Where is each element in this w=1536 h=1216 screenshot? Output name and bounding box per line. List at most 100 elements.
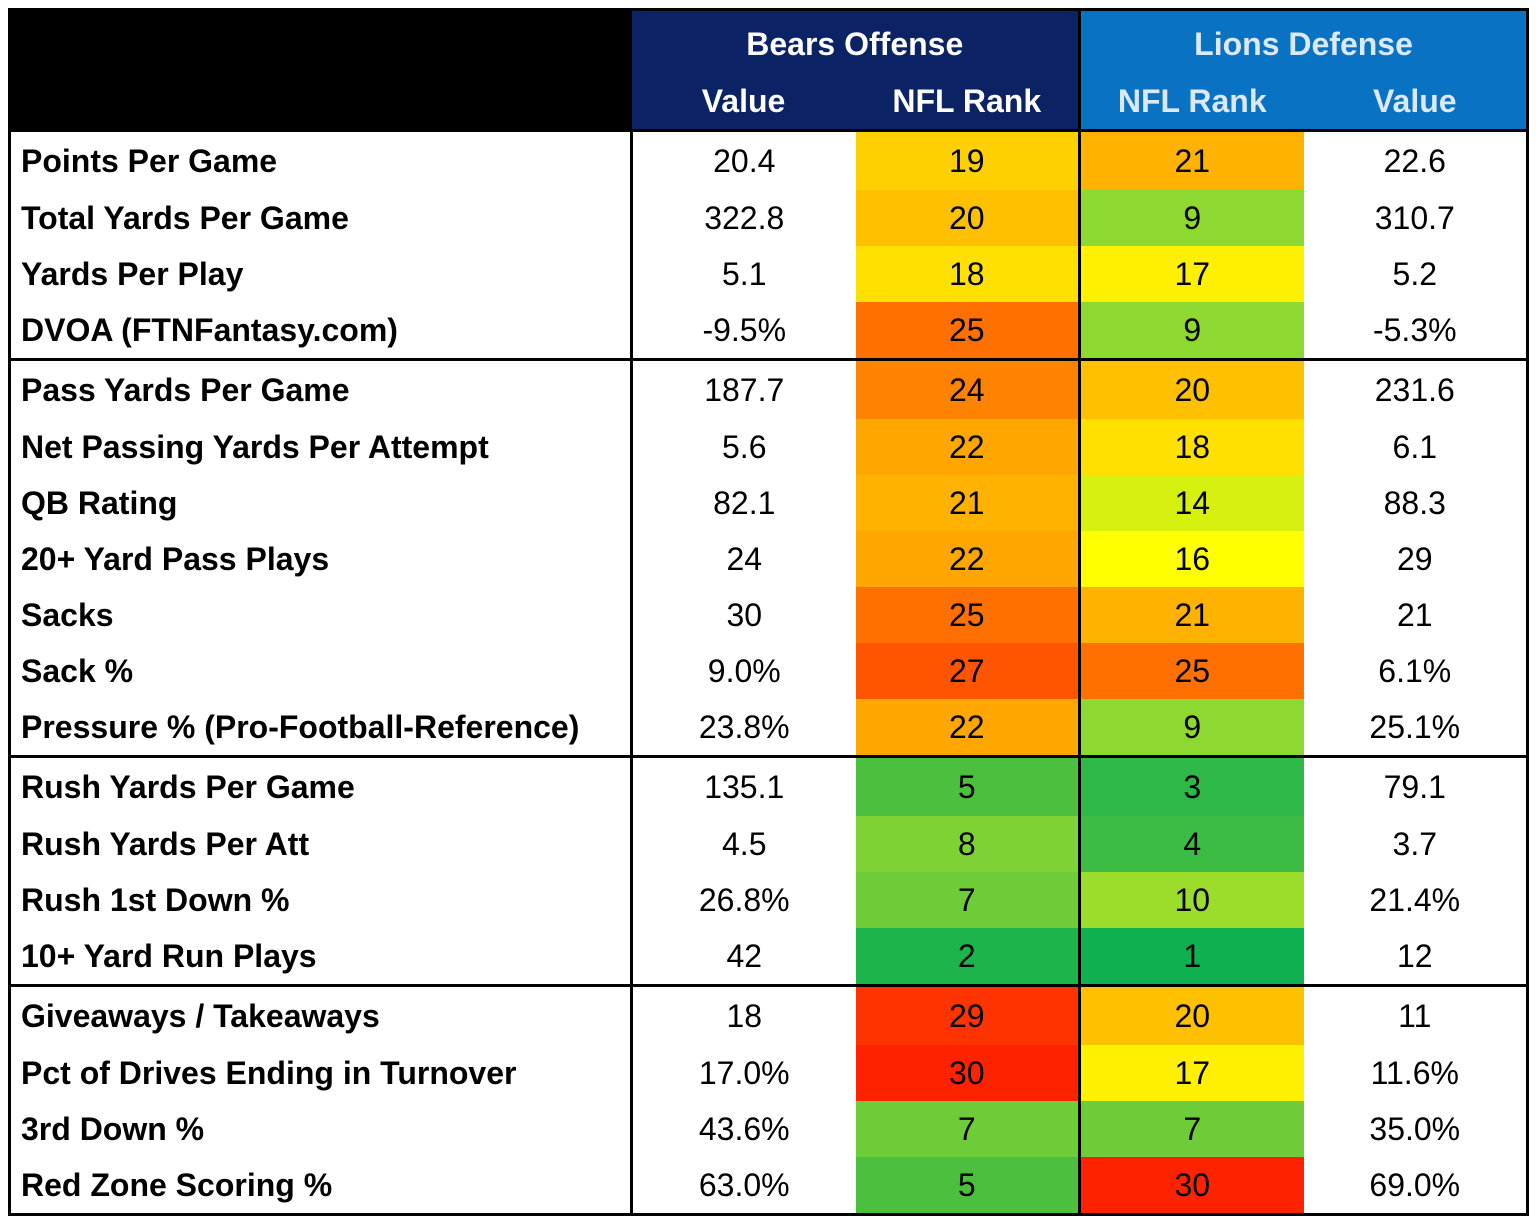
lions-rank-cell: 16 xyxy=(1078,531,1304,587)
lions-value-cell: 3.7 xyxy=(1303,816,1530,872)
lions-rank-cell: 14 xyxy=(1078,475,1304,531)
stat-label: Sack % xyxy=(8,643,633,699)
lions-rank-cell: 17 xyxy=(1078,1045,1304,1101)
stat-label: Rush 1st Down % xyxy=(8,872,633,928)
stat-label: 3rd Down % xyxy=(8,1101,633,1157)
lions-value-cell: 79.1 xyxy=(1303,755,1530,816)
lions-value-cell: 88.3 xyxy=(1303,475,1530,531)
bears-rank-cell: 7 xyxy=(855,1101,1080,1157)
table-row: DVOA (FTNFantasy.com) -9.5% 25 9 -5.3% xyxy=(8,302,1530,360)
lions-rank-cell: 20 xyxy=(1078,358,1304,419)
bears-value-cell: 187.7 xyxy=(631,358,856,419)
header-row-teams: Bears Offense Lions Defense xyxy=(8,8,1530,131)
stat-label: Points Per Game xyxy=(8,129,633,190)
lions-defense-title: Lions Defense xyxy=(1078,8,1530,73)
bears-rank-cell: 22 xyxy=(855,699,1080,757)
bears-value-cell: 4.5 xyxy=(722,825,767,862)
bears-rank-cell: 22 xyxy=(855,531,1080,587)
lions-value-cell: 35.0% xyxy=(1303,1101,1530,1157)
lions-rank-cell: 9 xyxy=(1078,699,1304,757)
bears-rank-cell: 25 xyxy=(855,302,1080,360)
bears-rank-cell: 19 xyxy=(855,129,1080,190)
table-row: Rush 1st Down % 26.8% 7 10 21.4% xyxy=(8,872,1530,928)
bears-value-header: Value xyxy=(631,73,856,131)
lions-rank-cell: 9 xyxy=(1078,190,1304,246)
lions-value-cell: 69.0% xyxy=(1303,1157,1530,1216)
bears-value-cell: 26.8% xyxy=(698,881,790,918)
lions-value-cell: 12 xyxy=(1303,928,1530,986)
bears-rank-cell: 25 xyxy=(855,587,1080,643)
bears-rank-cell: 27 xyxy=(855,643,1080,699)
lions-value-header: Value xyxy=(1303,73,1530,131)
table-row: Sacks 30 25 21 21 xyxy=(8,587,1530,643)
table-row: Points Per Game 20.4 19 21 22.6 xyxy=(8,129,1530,190)
table-row: Rush Yards Per Game 135.1 5 3 79.1 xyxy=(8,755,1530,816)
lions-value-cell: -5.3% xyxy=(1303,302,1530,360)
stat-label: Rush Yards Per Game xyxy=(8,755,633,816)
stat-label: QB Rating xyxy=(8,475,633,531)
table-row: Red Zone Scoring % 63.0% 5 30 69.0% xyxy=(8,1157,1530,1216)
bears-value-cell: 20.4 xyxy=(631,129,856,190)
lions-rank-cell: 21 xyxy=(1078,587,1304,643)
bears-rank-header: NFL Rank xyxy=(855,73,1080,131)
bears-rank-cell: 22 xyxy=(855,419,1080,475)
lions-value-cell: 22.6 xyxy=(1303,129,1530,190)
bears-value-cell: 18 xyxy=(631,984,856,1045)
bears-value-cell: 63.0% xyxy=(631,1157,856,1216)
bears-rank-cell: 5 xyxy=(855,1157,1080,1216)
bears-value-cell: 9.0% xyxy=(707,652,781,689)
header-row-columns: Value NFL Rank NFL Rank Value xyxy=(10,73,1530,131)
lions-value-cell: 11.6% xyxy=(1303,1045,1530,1101)
table-row: Giveaways / Takeaways 18 29 20 11 xyxy=(8,984,1530,1045)
table-row: QB Rating 82.1 21 14 88.3 xyxy=(8,475,1530,531)
bears-value-cell: 42 xyxy=(726,937,763,974)
lions-rank-cell: 3 xyxy=(1078,755,1304,816)
stat-label: 20+ Yard Pass Plays xyxy=(8,531,633,587)
bears-offense-title: Bears Offense xyxy=(631,8,1080,73)
bears-value-cell: 30 xyxy=(726,596,763,633)
table-row: Pct of Drives Ending in Turnover 17.0% 30 1… xyxy=(8,1045,1530,1101)
comparison-table: Bears Offense Lions Defense Value NFL Ra… xyxy=(8,8,1530,1216)
lions-rank-cell: 1 xyxy=(1078,928,1304,986)
stat-label: Pass Yards Per Game xyxy=(8,358,633,419)
comparison-table-container: Bears Offense Lions Defense Value NFL Ra… xyxy=(8,8,1530,1216)
bears-rank-cell: 5 xyxy=(855,755,1080,816)
stat-label: Pressure % (Pro-Football-Reference) xyxy=(8,699,633,757)
lions-value-cell: 6.1 xyxy=(1303,419,1530,475)
stat-label: Giveaways / Takeaways xyxy=(8,984,633,1045)
table-row: Rush Yards Per Att 4.5 8 4 3.7 xyxy=(8,816,1530,872)
lions-rank-cell: 10 xyxy=(1078,872,1304,928)
lions-rank-cell: 4 xyxy=(1078,816,1304,872)
bears-rank-cell: 30 xyxy=(855,1045,1080,1101)
lions-rank-cell: 21 xyxy=(1078,129,1304,190)
bears-value-cell: -9.5% xyxy=(702,311,787,348)
lions-rank-cell: 18 xyxy=(1078,419,1304,475)
lions-value-cell: 21.4% xyxy=(1303,872,1530,928)
bears-value-cell: 322.8 xyxy=(704,199,785,236)
stat-label: 10+ Yard Run Plays xyxy=(8,928,633,986)
table-row: Total Yards Per Game 322.8 20 9 310.7 xyxy=(8,190,1530,246)
bears-value-cell: 5.1 xyxy=(722,255,767,292)
lions-value-cell: 5.2 xyxy=(1303,246,1530,302)
stat-label: Pct of Drives Ending in Turnover xyxy=(8,1045,633,1101)
table-row: 10+ Yard Run Plays 42 2 1 12 xyxy=(8,928,1530,986)
header-corner xyxy=(8,8,632,131)
lions-value-cell: 21 xyxy=(1303,587,1530,643)
table-row: Yards Per Play 5.1 18 17 5.2 xyxy=(8,246,1530,302)
lions-value-cell: 11 xyxy=(1303,984,1530,1045)
bears-rank-cell: 18 xyxy=(855,246,1080,302)
stat-label: Sacks xyxy=(8,587,633,643)
bears-value-cell: 23.8% xyxy=(698,708,790,745)
stat-label: Total Yards Per Game xyxy=(8,190,633,246)
stat-label: Rush Yards Per Att xyxy=(8,816,633,872)
lions-rank-cell: 7 xyxy=(1078,1101,1304,1157)
lions-rank-cell: 30 xyxy=(1078,1157,1304,1216)
lions-value-cell: 29 xyxy=(1303,531,1530,587)
table-row: Pass Yards Per Game 187.7 24 20 231.6 xyxy=(8,358,1530,419)
bears-value-cell: 135.1 xyxy=(631,755,856,816)
lions-value-cell: 231.6 xyxy=(1303,358,1530,419)
stat-label: Yards Per Play xyxy=(8,246,633,302)
table-row: Net Passing Yards Per Attempt 5.6 22 18 6.1 xyxy=(8,419,1530,475)
bears-value-cell: 17.0% xyxy=(698,1054,790,1091)
table-row: 3rd Down % 43.6% 7 7 35.0% xyxy=(8,1101,1530,1157)
